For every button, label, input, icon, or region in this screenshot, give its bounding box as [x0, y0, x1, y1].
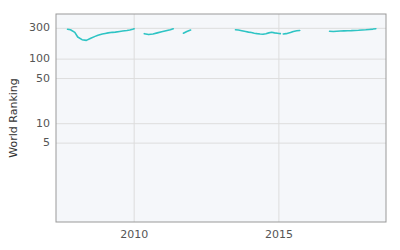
y-tick-label: 50 [36, 72, 50, 85]
y-tick-label: 300 [29, 21, 50, 34]
y-tick-label: 100 [29, 52, 50, 65]
y-tick-label: 10 [36, 117, 50, 130]
plot-frame [56, 14, 386, 222]
y-tick-label: 5 [43, 136, 50, 149]
x-tick-label: 2015 [265, 228, 293, 241]
y-grid-line [56, 28, 386, 29]
y-axis-label: World Ranking [7, 78, 20, 158]
y-grid-line [56, 59, 386, 60]
ranking-line [68, 29, 376, 41]
x-grid-line [278, 14, 279, 222]
chart: 5 10 50 100 300 2010 2015 World Ranking [0, 0, 400, 250]
y-grid-line [56, 143, 386, 144]
x-tick-label: 2010 [120, 228, 148, 241]
grid [56, 14, 386, 222]
y-grid-line [56, 78, 386, 79]
plot-area [56, 14, 386, 222]
x-grid-line [134, 14, 135, 222]
y-grid-line [56, 123, 386, 124]
data [68, 29, 376, 41]
